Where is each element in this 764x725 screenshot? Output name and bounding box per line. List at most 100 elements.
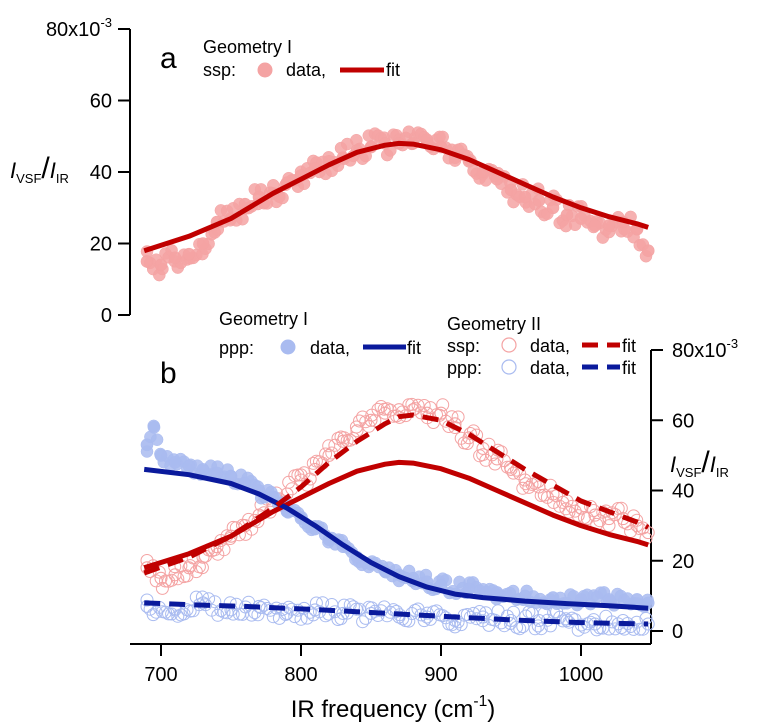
legend-data-label-a: data, [286, 60, 326, 80]
geometry2-ssp-data-cloud-point [602, 519, 616, 533]
y-axis-label-a: IVSF/IIR [10, 152, 69, 186]
geometry2-ppp-data-cloud-point [159, 605, 172, 619]
geometry2-ppp-data-point [641, 617, 655, 631]
legend-geometry2-title: Geometry II [447, 314, 541, 334]
geometry2-ssp-data-point [518, 473, 532, 487]
geometry1-ppp-fit-line [143, 466, 649, 611]
x-axis-title-sup: -1 [473, 693, 487, 710]
geometry2-ssp-data-cloud-point [460, 437, 474, 450]
y-axis-label-a-slash: / [41, 152, 50, 185]
geometry2-ssp-data-cloud-point [580, 512, 594, 525]
geometry2-ppp-data-point [616, 613, 630, 628]
legend-geometry2-ppp-data-marker [501, 359, 517, 375]
legend-ssp-data-marker-a [257, 62, 273, 78]
geometry2-ssp-data-cloud-point [306, 456, 320, 470]
legend-geometry1-prefix: ppp: [219, 338, 254, 358]
geometry2-ssp-data-cloud-point [322, 439, 336, 453]
y-tick-label-b: 20 [672, 551, 694, 573]
geometry2-ppp-data-cloud-point [236, 607, 249, 621]
geometry2-ppp-data-cloud-point [559, 612, 573, 626]
ssp-data-a-point [641, 244, 655, 257]
geometry2-ssp-data-cloud-point [285, 482, 299, 496]
y-tick-label-a: 0 [101, 305, 112, 327]
y-axis-label-a-sub1: VSF [16, 171, 41, 186]
geometry2-ssp-data-point [336, 434, 350, 448]
geometry2-ssp-data-point [322, 448, 336, 462]
x-tick-label-b: 700 [144, 664, 177, 686]
geometry2-ssp-data-point [378, 406, 392, 420]
y-tick-label-b: 0 [672, 621, 683, 643]
geometry1-ppp-data-point [154, 449, 168, 462]
ssp-data-a-point [504, 183, 518, 197]
geometry2-ssp-data-cloud-point [217, 543, 231, 557]
geometry2-ssp-data-cloud-point [571, 509, 585, 523]
y-tick-label-a-sup: -3 [100, 15, 112, 30]
geometry2-ppp-data-cloud-point [266, 610, 280, 624]
geometry2-ppp-data-cloud-point [574, 618, 588, 632]
geometry2-ssp-data-cloud-point [507, 466, 520, 480]
legend-geometry2-ssp-fit-label: fit [622, 336, 636, 356]
geometry2-ssp-data-point [588, 508, 602, 522]
ssp-data-a-point [140, 255, 154, 268]
x-tick-label-b: 900 [424, 664, 457, 686]
y-axis-label-b-i2: I [710, 452, 716, 477]
y-tick-label-a: 40 [90, 162, 112, 184]
legend-geometry2-ppp-fit-label: fit [622, 358, 636, 378]
geometry2-ppp-data-cloud-point [411, 602, 425, 616]
y-axis-label-b: IVSF/IIR [670, 446, 729, 480]
geometry2-ssp-data-cloud-point [516, 481, 530, 495]
legend-geometry1-title: Geometry I [219, 309, 308, 329]
legend-geometry2-ssp-data-label: data, [530, 336, 570, 356]
geometry2-ssp-data-cloud-point [522, 480, 536, 494]
geometry2-ssp-data-cloud-point [417, 399, 431, 412]
ssp-data-a-point [560, 208, 574, 222]
y-tick-label-a-base: 80x10 [46, 19, 101, 41]
geometry2-ppp-data-cloud-point [272, 611, 286, 625]
ssp-data-a-point [518, 190, 532, 204]
ssp-data-a-point [168, 251, 182, 265]
geometry2-ssp-data-cloud-point [584, 500, 597, 513]
geometry2-ppp-data-cloud-point [528, 622, 542, 636]
geometry2-ppp-data-cloud-point [309, 596, 323, 610]
legend-fit-label-a: fit [386, 60, 400, 80]
x-axis-title-close: ) [487, 696, 495, 723]
geometry1-ppp-data-point [630, 593, 644, 606]
legend-geometry1-data-label: data, [310, 338, 350, 358]
y-axis-label-b-sub1: VSF [676, 465, 701, 480]
geometry2-ssp-data-point [364, 413, 378, 427]
geometry2-ssp-data-cloud-point [411, 398, 425, 412]
y-axis-label-b-i1: I [670, 452, 676, 477]
geometry2-ssp-data-point [546, 487, 560, 501]
x-axis-title-base: IR frequency (cm [291, 696, 474, 723]
panel-label-a: a [160, 42, 177, 75]
geometry1-ppp-data-point [168, 456, 182, 469]
geometry2-ssp-data-point [434, 406, 448, 420]
x-axis-title: IR frequency (cm-1) [291, 693, 496, 723]
y-tick-label-a: 80x10-3 [46, 15, 112, 41]
ssp-data-a-point [196, 237, 210, 250]
legend-title-a: Geometry I [203, 37, 292, 57]
x-tick-label-b: 1000 [559, 664, 604, 686]
ssp-data-a-point [588, 219, 602, 232]
geometry2-ssp-data-point [168, 568, 182, 582]
ssp-data-a-point [574, 212, 588, 225]
geometry2-ssp-data-cloud-point [294, 468, 308, 482]
legend-geometry2-ppp-prefix: ppp: [447, 358, 482, 378]
geometry1-ppp-data-point [147, 420, 161, 434]
geometry2-ssp-data-cloud-point [328, 438, 342, 452]
ssp-data-a-point [532, 194, 546, 207]
geometry2-ppp-data-cloud-point [177, 607, 191, 621]
geometry2-ppp-data-point [140, 599, 154, 613]
geometry2-ppp-data-cloud-point [460, 608, 474, 621]
geometry2-ppp-data-cloud-point [507, 605, 520, 619]
geometry1-ppp-data-point [140, 438, 154, 452]
legend-geometry1-ppp-data-marker [280, 339, 296, 355]
legend-geometry2-ssp-data-marker [501, 337, 517, 353]
y-axis-label-a-i1: I [10, 158, 16, 183]
geometry2-ssp-data-cloud-point [448, 421, 462, 434]
y-axis-label-a-sub2: IR [56, 171, 69, 186]
geometry2-ssp-data-point [350, 424, 364, 438]
geometry2-ssp-data-cloud-point [568, 504, 582, 518]
ssp-data-a-point [602, 219, 616, 232]
